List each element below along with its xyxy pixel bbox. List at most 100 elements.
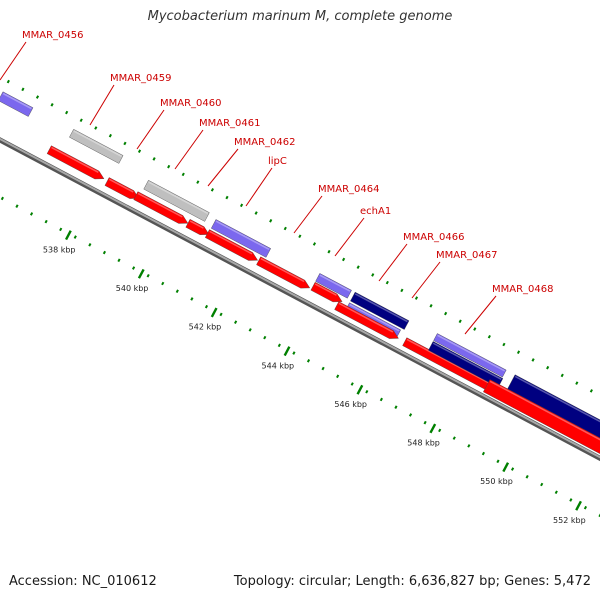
inner-row-tick-22 [277, 343, 281, 348]
feature-mmar-0466-shade [354, 293, 408, 323]
gene-label-mmar_0460: MMAR_0460 [160, 98, 222, 109]
outer-row-tick-31 [458, 319, 462, 324]
gene-label-mmar_0459: MMAR_0459 [110, 73, 172, 84]
outer-row-tick-37 [546, 365, 550, 370]
leader-line-mmar_0468 [464, 295, 497, 335]
gene-label-mmar_0462: MMAR_0462 [234, 137, 296, 148]
feature-mmar-0461 [210, 219, 271, 258]
inner-row-tick-34 [452, 436, 456, 440]
outer-row-tick-12 [181, 172, 185, 177]
inner-row-tick-42 [569, 498, 573, 502]
backbone-highlight [0, 137, 600, 459]
feature-mmar-0464 [310, 281, 343, 303]
inner-row-tick-43 [583, 505, 588, 510]
outer-row-tick-1 [21, 87, 25, 92]
map-title: Mycobacterium marinum M, complete genome [147, 9, 453, 24]
outer-row-tick-14 [210, 188, 214, 192]
outer-row-tick-29 [429, 304, 433, 308]
outer-row-tick-21 [312, 242, 317, 246]
feature-mmar-0468 [428, 341, 504, 388]
genome-backbone [0, 137, 600, 462]
gene-label-mmar_0456: MMAR_0456 [22, 30, 84, 41]
feature-mmar-0456-shade [2, 92, 32, 110]
feature-large-dark-shade [514, 375, 600, 423]
inner-row-tick-6 [44, 219, 48, 224]
feature-cds-5-shade [406, 338, 495, 387]
outer-row-tick-32 [473, 327, 477, 331]
outer-row-tick-2 [35, 95, 40, 99]
outer-row-tick-24 [356, 265, 360, 269]
feature-mmar-0456 [0, 91, 34, 117]
kbp-label-4: 546 kbp [334, 400, 367, 409]
major-tick-3 [283, 346, 291, 357]
outer-row-tick-5 [79, 118, 83, 123]
leader-line-mmar_0456 [0, 41, 27, 81]
inner-row-tick-26 [336, 374, 340, 379]
feature-cds-2 [104, 177, 140, 199]
feature-mmar-0460 [143, 179, 210, 222]
inner-row-tick-9 [88, 243, 92, 247]
inner-row-tick-10 [102, 250, 107, 255]
inner-row-tick-36 [481, 451, 485, 456]
backbone-line [0, 137, 600, 462]
inner-row-tick-23 [292, 351, 296, 355]
outer-row-tick-3 [50, 103, 54, 107]
feature-mmar-0467-shade [338, 302, 394, 333]
inner-row-tick-11 [117, 258, 121, 263]
outer-row-tick-38 [560, 373, 564, 378]
outer-row-tick-22 [327, 249, 331, 254]
feature-echa1 [315, 273, 352, 299]
leader-line-mmar_0466 [378, 243, 408, 282]
inner-row-tick-40 [540, 482, 544, 487]
outer-row-tick-40 [589, 389, 593, 393]
inner-row-tick-25 [321, 366, 325, 371]
gene-labels: MMAR_0456 MMAR_0459 MMAR_0460 MMAR_0461 MMAR… [0, 30, 554, 335]
outer-row-tick-23 [342, 257, 346, 262]
outer-row-tick-30 [444, 311, 448, 316]
inner-row-tick-37 [496, 459, 500, 464]
feature-cds-4-shade [189, 220, 204, 229]
outer-row-tick-19 [283, 226, 287, 231]
outer-row-tick-0 [6, 79, 10, 84]
leader-line-mmar_0460 [136, 109, 165, 150]
outer-row-tick-8 [123, 141, 127, 146]
gene-features [0, 91, 600, 454]
major-tick-0 [64, 230, 72, 241]
inner-row-tick-15 [175, 289, 179, 294]
major-tick-6 [502, 462, 510, 473]
inner-row-tick-12 [131, 266, 136, 270]
inner-row-tick-13 [146, 273, 150, 278]
outer-row-tick-27 [400, 288, 404, 293]
outer-row-tick-25 [371, 273, 375, 277]
feature-mmar-0467 [334, 301, 399, 339]
inner-row-tick-5 [29, 212, 34, 216]
inner-row-tick-31 [408, 413, 413, 417]
gene-label-mmar_0468: MMAR_0468 [492, 284, 554, 295]
feature-mmar-0461-shade [215, 220, 270, 251]
major-tick-7 [575, 500, 582, 511]
kbp-label-1: 540 kbp [116, 284, 149, 293]
inner-row-tick-33 [438, 428, 442, 433]
leader-line-echa1 [334, 217, 365, 257]
feature-cds-4 [185, 219, 210, 235]
leader-line-mmar_0464 [293, 195, 323, 234]
feature-cds-1-shade [51, 146, 99, 174]
outer-row-tick-33 [487, 334, 491, 339]
gene-label-mmar_0461: MMAR_0461 [199, 118, 261, 129]
feature-cds-3-shade [137, 192, 183, 218]
outer-row-tick-18 [269, 218, 273, 223]
kbp-label-2: 542 kbp [189, 323, 222, 332]
feature-lipc-shade [260, 257, 305, 283]
kbp-label-7: 552 kbp [553, 516, 586, 525]
outer-row-tick-17 [254, 211, 258, 215]
leader-line-lipc [245, 167, 273, 207]
major-tick-4 [356, 384, 364, 395]
feature-large-red-shade [489, 380, 600, 441]
feature-mmar-0462-shade [209, 230, 253, 255]
gene-label-mmar_0464: MMAR_0464 [318, 184, 380, 195]
inner-row-tick-17 [204, 304, 209, 309]
inner-row-tick-28 [365, 389, 369, 394]
outer-row-tick-16 [239, 203, 244, 208]
feature-lipc [256, 256, 311, 289]
